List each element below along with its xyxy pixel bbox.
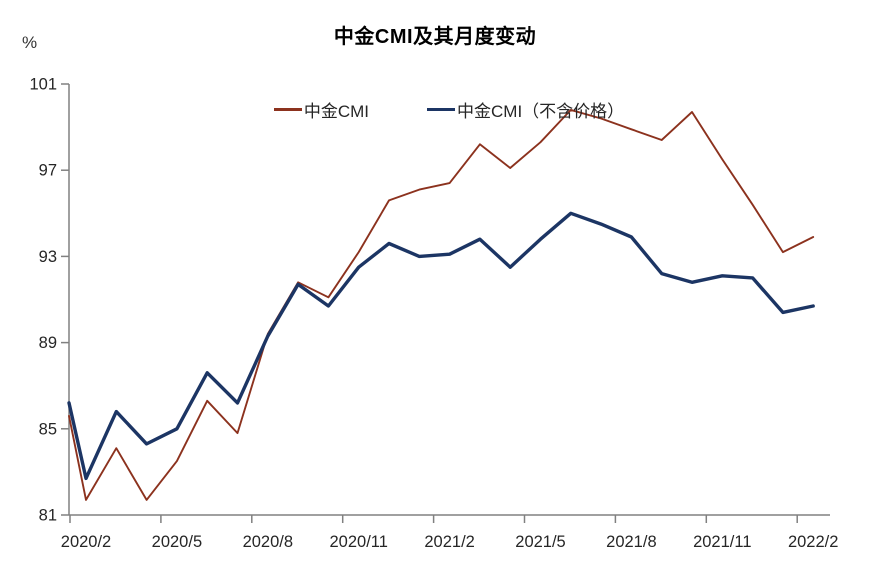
series-line-cmi-ex-price	[67, 211, 815, 481]
x-tick-label: 2020/8	[243, 533, 293, 551]
y-tick-label: 101	[29, 76, 57, 94]
x-tick-label: 2020/11	[329, 533, 387, 551]
x-tick-label: 2020/2	[61, 533, 111, 551]
chart-title: 中金CMI及其月度变动	[333, 26, 537, 48]
y-tick-label: 97	[39, 162, 57, 180]
x-tick-label: 2021/8	[606, 533, 656, 551]
x-tick-label: 2021/11	[693, 533, 751, 551]
x-tick-label: 2022/2	[788, 533, 838, 551]
y-tick-label: 93	[39, 248, 57, 266]
y-tick-label: 89	[39, 334, 57, 352]
x-tick-label: 2021/5	[515, 533, 565, 551]
y-tick-label: 81	[39, 507, 57, 525]
y-tick-label: 85	[39, 420, 57, 438]
x-tick-label: 2020/5	[152, 533, 202, 551]
series-line-cmi	[68, 108, 815, 501]
x-tick-label: 2021/2	[424, 533, 474, 551]
y-axis-unit-label: %	[22, 33, 38, 52]
